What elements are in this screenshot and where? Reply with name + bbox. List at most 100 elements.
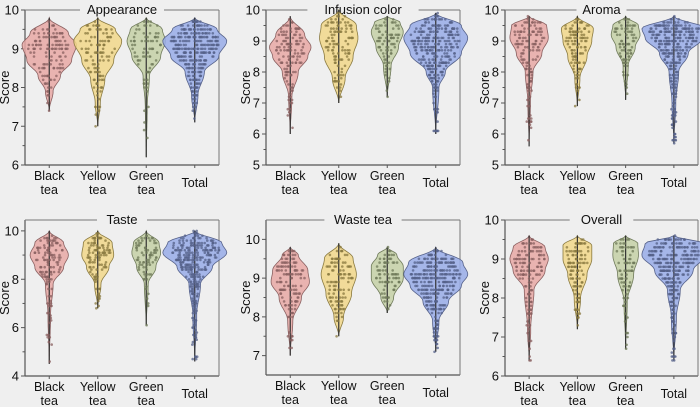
data-point (658, 273, 661, 276)
data-point (148, 47, 151, 51)
data-point (282, 253, 286, 257)
data-point (619, 269, 622, 273)
data-point (445, 52, 449, 55)
data-point (131, 43, 134, 47)
data-point (569, 269, 573, 273)
data-point (672, 104, 675, 108)
data-point (439, 257, 443, 261)
data-point (428, 284, 431, 288)
data-point (333, 261, 337, 264)
data-point (294, 273, 298, 276)
data-point (338, 304, 342, 307)
data-point (288, 315, 291, 319)
data-point (192, 292, 195, 296)
data-point (172, 244, 175, 247)
data-point (388, 304, 392, 307)
data-point (413, 276, 417, 280)
data-point (58, 55, 61, 58)
data-point (286, 265, 290, 268)
y-tick-label: 10 (485, 213, 499, 228)
data-point (340, 67, 344, 71)
data-point (213, 246, 216, 250)
data-point (571, 261, 575, 265)
data-point (93, 239, 97, 242)
data-point (98, 256, 101, 259)
data-point (575, 273, 578, 276)
data-point (89, 270, 92, 274)
data-point (579, 242, 583, 245)
data-point (421, 55, 425, 58)
data-point (672, 304, 675, 308)
data-point (331, 49, 335, 52)
data-point (211, 55, 214, 58)
data-point (136, 24, 140, 27)
data-point (209, 39, 212, 43)
data-point (98, 251, 101, 254)
data-point (686, 45, 689, 49)
data-point (629, 257, 632, 261)
data-point (627, 246, 630, 249)
data-point (376, 269, 380, 272)
data-point (96, 63, 100, 66)
data-point (658, 42, 662, 46)
data-point (386, 296, 390, 299)
data-point (574, 285, 577, 288)
data-point (149, 39, 153, 43)
data-point (211, 35, 215, 39)
data-point (421, 284, 424, 288)
data-point (47, 32, 51, 35)
y-tick-label: 7 (492, 96, 499, 111)
data-point (627, 58, 630, 61)
data-point (47, 294, 51, 298)
data-point (676, 285, 680, 288)
data-point (524, 304, 528, 308)
violin-green-tea (610, 15, 641, 100)
data-point (388, 76, 391, 80)
data-point (669, 21, 673, 24)
data-point (446, 288, 450, 292)
data-point (185, 253, 188, 257)
data-point (573, 49, 576, 52)
data-point (538, 30, 542, 33)
data-point (84, 32, 87, 35)
data-point (625, 277, 628, 280)
data-point (539, 249, 543, 253)
data-point (675, 45, 678, 49)
data-point (324, 45, 328, 49)
data-point (630, 33, 634, 37)
data-point (680, 24, 683, 27)
data-point (50, 35, 53, 39)
data-point (533, 24, 537, 27)
data-point (523, 21, 526, 24)
data-point (396, 273, 400, 276)
data-point (337, 273, 340, 276)
data-point (187, 63, 191, 66)
data-point (98, 294, 102, 298)
data-point (195, 244, 199, 247)
data-point (342, 269, 345, 272)
data-point (191, 256, 195, 259)
data-point (664, 36, 667, 40)
data-point (626, 73, 630, 77)
data-point (445, 296, 449, 299)
data-point (291, 36, 295, 40)
data-point (341, 307, 345, 311)
data-point (193, 97, 197, 101)
data-point (432, 335, 436, 338)
data-point (681, 27, 684, 30)
data-point (198, 55, 202, 58)
data-point (137, 244, 140, 247)
data-point (199, 278, 202, 281)
data-point (192, 294, 196, 298)
data-point (447, 49, 450, 52)
data-point (53, 256, 57, 259)
data-point (456, 30, 459, 33)
data-point (283, 76, 287, 80)
data-point (632, 33, 636, 37)
data-point (426, 307, 430, 311)
data-point (624, 347, 628, 351)
data-point (516, 273, 520, 276)
data-point (537, 253, 541, 257)
data-point (144, 24, 148, 27)
panel-title: Waste tea (334, 212, 393, 227)
